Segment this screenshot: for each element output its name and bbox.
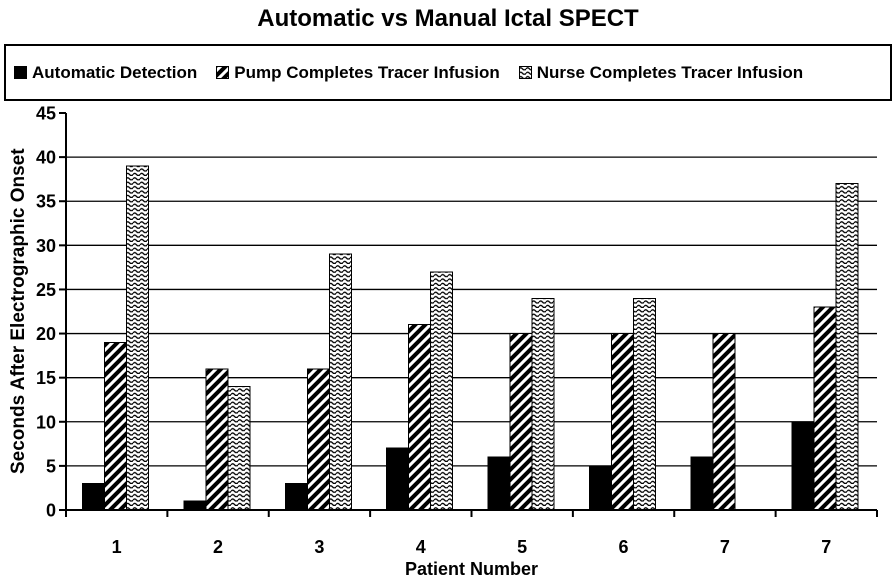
y-tick-label: 10 — [36, 412, 56, 432]
y-tick-label: 5 — [46, 456, 56, 476]
bar-solid-group-8 — [791, 421, 815, 511]
x-category-label: 3 — [314, 537, 324, 557]
bar-hatch-group-2 — [205, 368, 229, 511]
wave-pattern-swatch-icon — [518, 66, 532, 79]
y-tick-label: 0 — [46, 501, 56, 521]
bar-solid-group-5 — [487, 456, 511, 511]
x-axis-title: Patient Number — [404, 559, 539, 579]
bar-hatch-group-6 — [610, 333, 634, 511]
bar-wave-group-1 — [126, 165, 149, 511]
bar-hatch-group-1 — [104, 341, 127, 511]
bar-wave-group-4 — [430, 271, 454, 511]
legend: Automatic Detection Pump Completes Trace… — [4, 44, 892, 101]
chart-title: Automatic vs Manual Ictal SPECT — [257, 5, 639, 32]
y-tick-label: 15 — [36, 368, 56, 388]
bar-solid-group-4 — [386, 447, 410, 511]
y-tick-label: 20 — [36, 324, 56, 344]
solid-black-swatch-icon — [14, 66, 27, 79]
legend-item-nurse-completes: Nurse Completes Tracer Infusion — [518, 62, 804, 83]
bar-hatch-group-8 — [813, 306, 837, 511]
bar-wave-group-8 — [835, 183, 859, 511]
bar-solid-group-2 — [183, 500, 207, 511]
bar-hatch-group-5 — [509, 333, 533, 511]
bar-wave-group-3 — [328, 253, 352, 511]
bar-solid-group-3 — [284, 483, 308, 511]
y-tick-label: 35 — [36, 192, 56, 212]
x-category-label: 7 — [821, 537, 831, 557]
y-axis-title: Seconds After Electrographic Onset — [8, 148, 29, 475]
bar-hatch-group-3 — [306, 368, 330, 511]
x-category-label: 4 — [416, 537, 426, 557]
legend-item-pump-completes: Pump Completes Tracer Infusion — [216, 62, 500, 83]
bar-hatch-group-7 — [712, 333, 736, 511]
y-tick-label: 45 — [36, 104, 56, 124]
diagonal-hatch-swatch-icon — [216, 66, 230, 79]
y-tick-label: 30 — [36, 236, 56, 256]
x-category-label: 1 — [112, 537, 122, 557]
bar-solid-group-6 — [588, 465, 612, 511]
bar-wave-group-2 — [227, 385, 251, 511]
legend-item-automatic-detection: Automatic Detection — [14, 63, 197, 83]
legend-label: Automatic Detection — [32, 62, 198, 82]
legend-label: Nurse Completes Tracer Infusion — [536, 62, 804, 82]
y-tick-label: 25 — [36, 280, 56, 300]
bar-solid-group-1 — [82, 483, 105, 511]
x-category-label: 7 — [720, 537, 730, 557]
bar-wave-group-6 — [632, 297, 656, 511]
bar-wave-group-5 — [531, 297, 555, 511]
bar-hatch-group-4 — [408, 324, 432, 511]
x-category-label: 6 — [619, 537, 629, 557]
bar-solid-group-7 — [690, 456, 714, 511]
y-tick-label: 40 — [36, 148, 56, 168]
x-category-label: 2 — [213, 537, 223, 557]
x-category-label: 5 — [517, 537, 527, 557]
legend-label: Pump Completes Tracer Infusion — [234, 62, 500, 82]
